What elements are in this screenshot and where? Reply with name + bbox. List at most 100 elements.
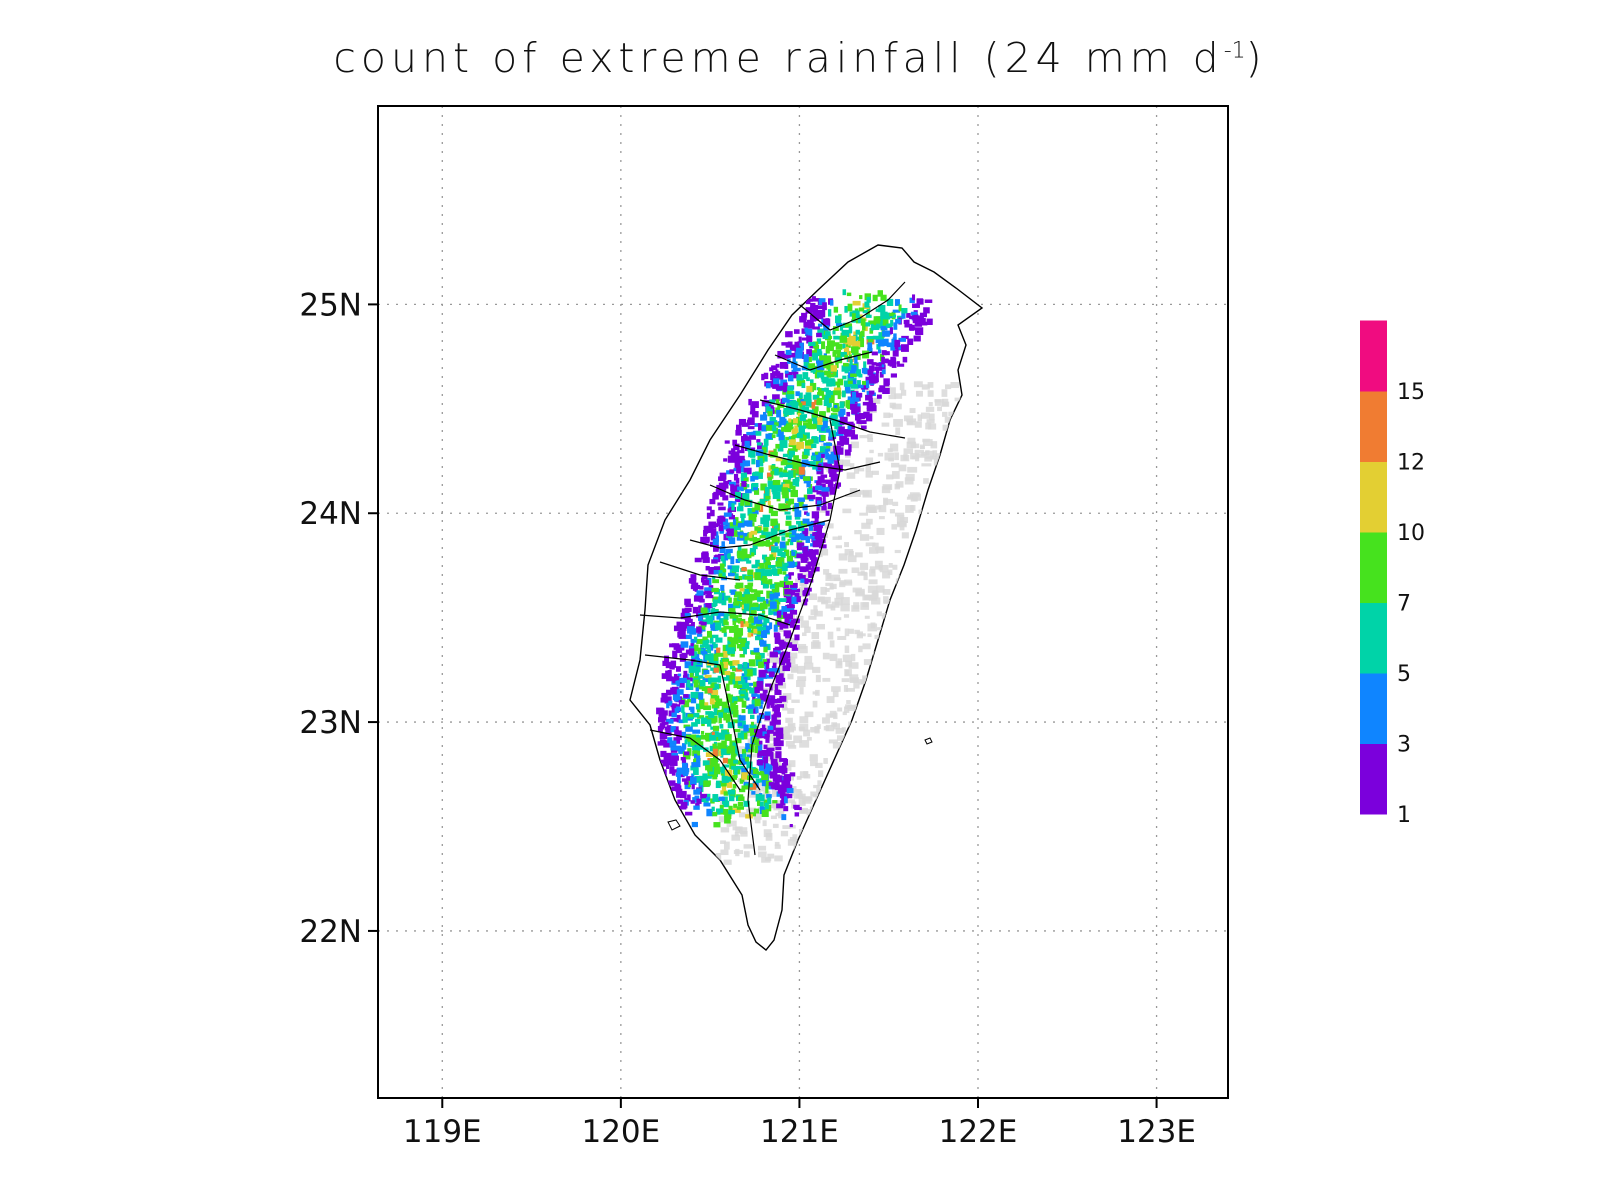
rain-cell <box>903 319 910 325</box>
rain-cell <box>760 731 767 737</box>
rain-cell <box>696 755 701 763</box>
rain-cell <box>785 473 791 477</box>
rain-cell <box>862 323 866 331</box>
rain-cell <box>708 711 715 719</box>
rain-cell <box>779 580 785 588</box>
rain-cell <box>750 607 759 611</box>
rain-cell <box>663 754 668 763</box>
rain-cell <box>731 765 739 770</box>
rain-cell <box>736 684 745 690</box>
rain-cell <box>858 307 865 312</box>
rain-cell <box>759 602 764 611</box>
terrain-cell <box>835 727 845 734</box>
rain-cell <box>790 352 795 357</box>
rain-cell <box>678 626 683 634</box>
rain-cell <box>762 622 767 627</box>
rain-cell <box>750 589 758 593</box>
rain-cell <box>719 627 724 632</box>
rain-cell <box>743 677 748 685</box>
rain-cell <box>720 555 725 562</box>
rain-cell <box>776 704 784 708</box>
rain-cell <box>672 650 678 658</box>
rain-cell <box>811 443 817 449</box>
rain-cell <box>770 373 776 381</box>
terrain-cell <box>774 841 780 846</box>
rain-cell <box>775 600 781 605</box>
rain-cell <box>820 483 826 490</box>
terrain-cell <box>863 659 872 666</box>
rain-cell <box>722 644 729 653</box>
terrain-cell <box>918 509 929 514</box>
rain-cell <box>780 459 787 466</box>
terrain-cell <box>882 647 893 656</box>
terrain-cell <box>844 581 853 586</box>
rain-cell <box>788 572 794 576</box>
rain-cell <box>749 687 757 694</box>
terrain-cell <box>731 834 741 841</box>
rain-cell <box>811 568 816 573</box>
rain-cell <box>842 362 849 367</box>
rain-cell <box>879 385 886 392</box>
terrain-cell <box>858 645 863 653</box>
rain-cell <box>746 603 754 612</box>
rain-cell <box>847 396 854 403</box>
terrain-cell <box>791 699 800 703</box>
rain-cell <box>823 355 831 364</box>
rain-cell <box>684 661 692 669</box>
rain-cell <box>731 531 739 537</box>
rain-cell <box>764 403 769 407</box>
rain-cell <box>664 696 672 704</box>
rain-cell <box>756 442 762 446</box>
terrain-cell <box>734 831 739 837</box>
terrain-cell <box>778 811 785 819</box>
rain-cell <box>718 796 725 801</box>
rain-cell <box>737 531 744 536</box>
rain-cell <box>746 419 751 426</box>
rain-cell <box>698 605 702 612</box>
terrain-cell <box>815 674 821 683</box>
rain-cell <box>689 777 697 785</box>
rain-cell <box>699 780 704 786</box>
rain-cell <box>847 341 856 346</box>
rain-cell <box>743 477 749 482</box>
rain-cell <box>667 727 671 735</box>
rain-cell <box>808 439 814 444</box>
rain-cell <box>748 450 756 458</box>
rain-cell <box>713 653 719 661</box>
rain-cell <box>783 630 791 637</box>
rain-cell <box>846 432 852 437</box>
rain-cell <box>813 454 821 462</box>
rain-cell <box>712 731 719 735</box>
rain-cell <box>679 790 687 799</box>
rain-cell <box>727 565 733 570</box>
terrain-cell <box>789 726 796 731</box>
rain-cell <box>886 342 895 348</box>
title-close: ) <box>1245 34 1267 82</box>
rain-cell <box>740 472 748 478</box>
rain-cell <box>829 488 836 495</box>
rain-cell <box>749 594 754 601</box>
rain-cell <box>826 405 831 413</box>
terrain-cell <box>738 812 746 818</box>
rain-cell <box>787 774 791 782</box>
rain-cell <box>709 716 716 724</box>
rain-cell <box>707 526 712 532</box>
terrain-cell <box>853 467 860 474</box>
rain-cell <box>779 625 784 630</box>
rain-cell <box>748 514 757 522</box>
rain-cell <box>805 445 813 450</box>
terrain-cell <box>818 549 829 556</box>
rain-cell <box>851 391 857 400</box>
rain-cell <box>770 465 776 470</box>
rain-cell <box>758 714 766 719</box>
terrain-cell <box>793 844 800 853</box>
rain-cell <box>710 528 717 536</box>
rain-cell <box>766 472 772 479</box>
rain-cell <box>736 506 744 512</box>
rain-cell <box>802 372 809 380</box>
terrain-cell <box>810 760 818 767</box>
rain-cell <box>759 704 763 709</box>
rain-cell <box>792 624 800 630</box>
rain-cell <box>773 731 778 736</box>
rain-cell <box>770 518 778 527</box>
